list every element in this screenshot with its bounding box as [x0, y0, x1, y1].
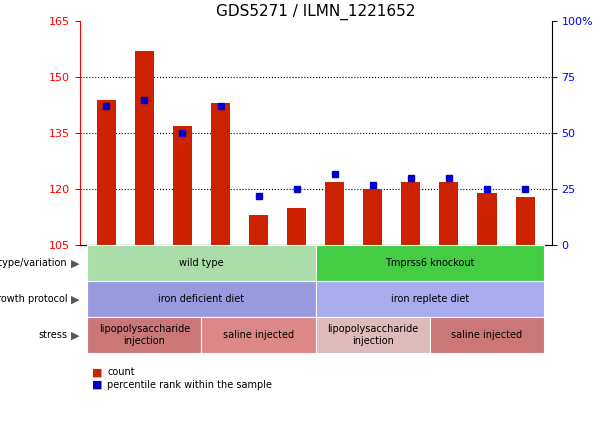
Text: ▶: ▶ [70, 330, 79, 340]
Bar [402, 182, 421, 245]
Text: Tmprss6 knockout: Tmprss6 knockout [385, 258, 474, 268]
Text: genotype/variation: genotype/variation [0, 258, 67, 268]
Bar [211, 103, 230, 245]
Text: percentile rank within the sample: percentile rank within the sample [107, 380, 272, 390]
Bar [364, 190, 383, 245]
Text: iron deficient diet: iron deficient diet [158, 294, 245, 304]
Bar [440, 182, 459, 245]
Text: count: count [107, 367, 135, 377]
Text: saline injected: saline injected [223, 330, 294, 340]
Bar [478, 193, 497, 245]
Text: ▶: ▶ [70, 294, 79, 304]
Text: ■: ■ [92, 380, 102, 390]
Text: stress: stress [39, 330, 67, 340]
Text: saline injected: saline injected [451, 330, 522, 340]
Bar [97, 100, 116, 245]
Text: iron replete diet: iron replete diet [390, 294, 469, 304]
Bar [135, 51, 154, 245]
Bar [326, 182, 345, 245]
Text: ■: ■ [92, 367, 102, 377]
Bar [173, 126, 192, 245]
Text: ▶: ▶ [70, 258, 79, 268]
Bar [287, 208, 306, 245]
Text: lipopolysaccharide
injection: lipopolysaccharide injection [327, 324, 419, 346]
Text: wild type: wild type [179, 258, 224, 268]
Bar [516, 197, 535, 245]
Title: GDS5271 / ILMN_1221652: GDS5271 / ILMN_1221652 [216, 3, 416, 20]
Text: lipopolysaccharide
injection: lipopolysaccharide injection [99, 324, 190, 346]
Text: growth protocol: growth protocol [0, 294, 67, 304]
Bar [249, 215, 268, 245]
